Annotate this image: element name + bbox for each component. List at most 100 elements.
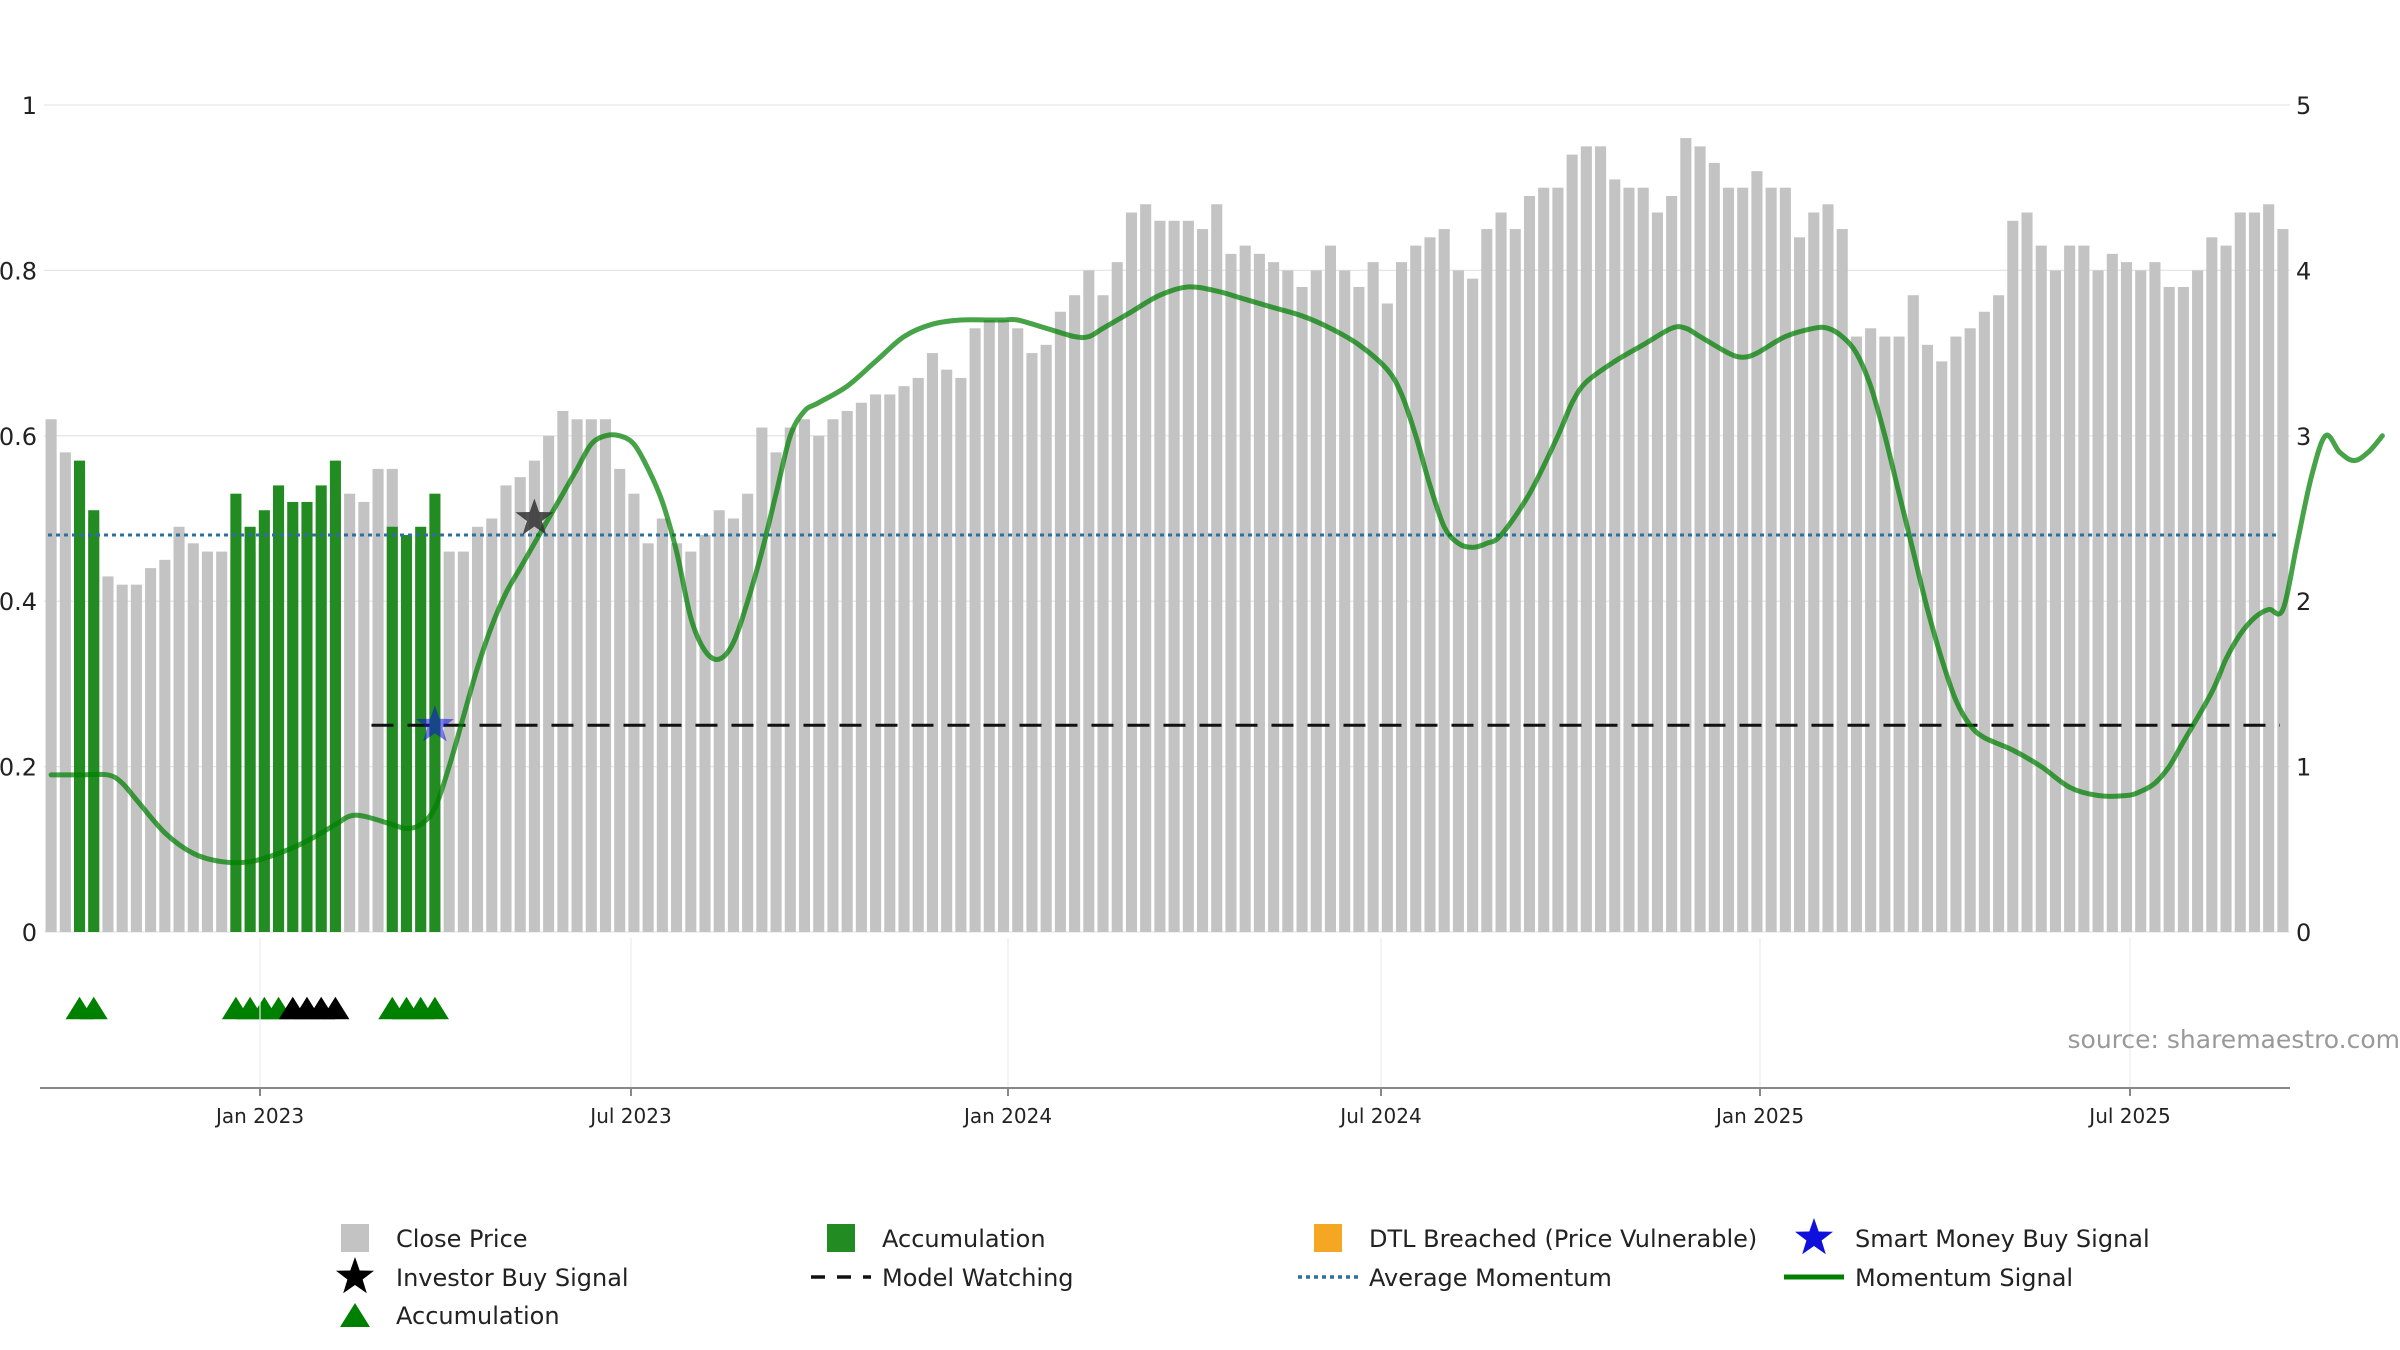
close-price-bar [1268, 262, 1280, 932]
close-price-bar [1566, 154, 1578, 932]
close-price-bar [1651, 212, 1663, 932]
close-price-bar [1381, 303, 1393, 933]
investor-buy-signal-marker [515, 498, 554, 535]
accumulation-bar [244, 526, 256, 932]
accumulation-bar [73, 460, 86, 932]
close-price-bar [1438, 229, 1450, 933]
close-price-bar [1623, 187, 1635, 932]
accumulation-bar [301, 501, 313, 932]
legend-label: Model Watching [882, 1264, 1074, 1292]
close-price-bar [45, 419, 57, 932]
close-price-bar [1950, 336, 1962, 932]
close-price-bar [1666, 195, 1678, 933]
close-price-bar [1083, 270, 1095, 932]
left-axis: 0 0.2 0.4 0.6 0.8 1 [0, 92, 37, 947]
legend-label: Smart Money Buy Signal [1855, 1225, 2150, 1253]
legend-item: Model Watching [811, 1264, 1074, 1292]
close-price-bar [358, 501, 370, 932]
close-price-bar [926, 353, 938, 933]
close-price-bar [2120, 262, 2133, 932]
close-price-bar [2192, 270, 2204, 932]
accumulation-bar [315, 485, 327, 932]
right-axis-tick-label: 0 [2296, 919, 2311, 947]
close-price-bar [1054, 311, 1066, 932]
close-price-bar [1111, 262, 1123, 932]
close-price-bar [514, 477, 526, 932]
right-axis-tick-label: 2 [2296, 588, 2311, 616]
close-price-bar [1523, 195, 1536, 933]
close-price-bar [1452, 270, 1464, 932]
close-price-bar [1836, 229, 1848, 933]
close-price-bar [1737, 187, 1749, 932]
close-price-bar [827, 419, 839, 932]
left-axis-tick-label: 0.2 [0, 754, 37, 782]
close-price-bar [2248, 212, 2261, 932]
close-price-bar [1993, 295, 2005, 933]
close-price-bar [1964, 328, 1976, 932]
close-price-bar [2206, 237, 2218, 932]
close-price-bar [1410, 245, 1422, 933]
legend-item: Accumulation [340, 1302, 560, 1330]
close-price-bar [1936, 361, 1948, 932]
right-axis-tick-label: 1 [2296, 754, 2311, 782]
momentum-signal-line [48, 284, 2385, 866]
close-price-bar [1182, 220, 1194, 932]
close-price-bar [756, 427, 768, 932]
right-axis-tick-label: 5 [2296, 92, 2311, 120]
left-axis-tick-label: 0.8 [0, 257, 37, 285]
close-price-bars [45, 138, 2289, 933]
close-price-bar [628, 493, 640, 932]
legend-item: Average Momentum [1298, 1264, 1612, 1292]
close-price-bar [585, 419, 597, 932]
accumulation-bar [415, 526, 427, 932]
close-price-bar [1609, 179, 1621, 932]
accumulation-bar [386, 526, 398, 932]
close-price-bar [784, 427, 796, 932]
legend-swatch [341, 1224, 369, 1252]
close-price-bar [2092, 270, 2104, 932]
close-price-bar [1552, 187, 1564, 932]
close-price-bar [2177, 286, 2189, 932]
close-price-bar [1595, 146, 1607, 933]
close-price-bar [1808, 212, 1820, 932]
right-axis-tick-label: 3 [2296, 423, 2311, 451]
close-price-bar [116, 584, 128, 932]
accumulation-triangle-marker [321, 996, 350, 1020]
close-price-bar [1779, 187, 1791, 932]
close-price-bar [2064, 245, 2076, 933]
close-price-bar [798, 419, 811, 932]
legend: Close Price Accumulation DTL Breached (Pri… [336, 1218, 2150, 1330]
x-axis-tick-label: Jul 2023 [588, 1104, 671, 1128]
close-price-bar [1367, 262, 1379, 932]
legend-label: DTL Breached (Price Vulnerable) [1369, 1225, 1757, 1253]
close-price-bar [2163, 286, 2175, 932]
accumulation-bar [329, 460, 341, 932]
close-price-bar [2149, 262, 2161, 932]
close-price-bar [1467, 278, 1479, 932]
accumulation-bar [287, 501, 299, 932]
legend-item: Investor Buy Signal [336, 1257, 629, 1294]
legend-star-icon [1795, 1218, 1833, 1255]
signal-marker-panel [65, 996, 449, 1020]
close-price-bar [2234, 212, 2246, 932]
close-price-bar [1751, 171, 1763, 932]
close-price-bar [1310, 270, 1322, 932]
close-price-bar [130, 584, 142, 932]
close-price-bar [1822, 204, 1834, 933]
close-price-bar [699, 535, 711, 932]
legend-label: Close Price [396, 1225, 528, 1253]
accumulation-bar [230, 493, 242, 932]
close-price-bar [1239, 245, 1251, 933]
legend-item: DTL Breached (Price Vulnerable) [1314, 1224, 1757, 1253]
close-price-bar [1211, 204, 1223, 933]
close-price-bar [2220, 245, 2232, 933]
close-price-bar [102, 576, 114, 932]
close-price-bar [2049, 270, 2061, 932]
close-price-bar [1324, 245, 1337, 933]
close-price-bar [1879, 336, 1891, 932]
close-price-bar [1282, 270, 1294, 932]
close-price-bar [173, 526, 185, 932]
close-price-bar [941, 369, 953, 932]
close-price-bar [969, 328, 981, 932]
